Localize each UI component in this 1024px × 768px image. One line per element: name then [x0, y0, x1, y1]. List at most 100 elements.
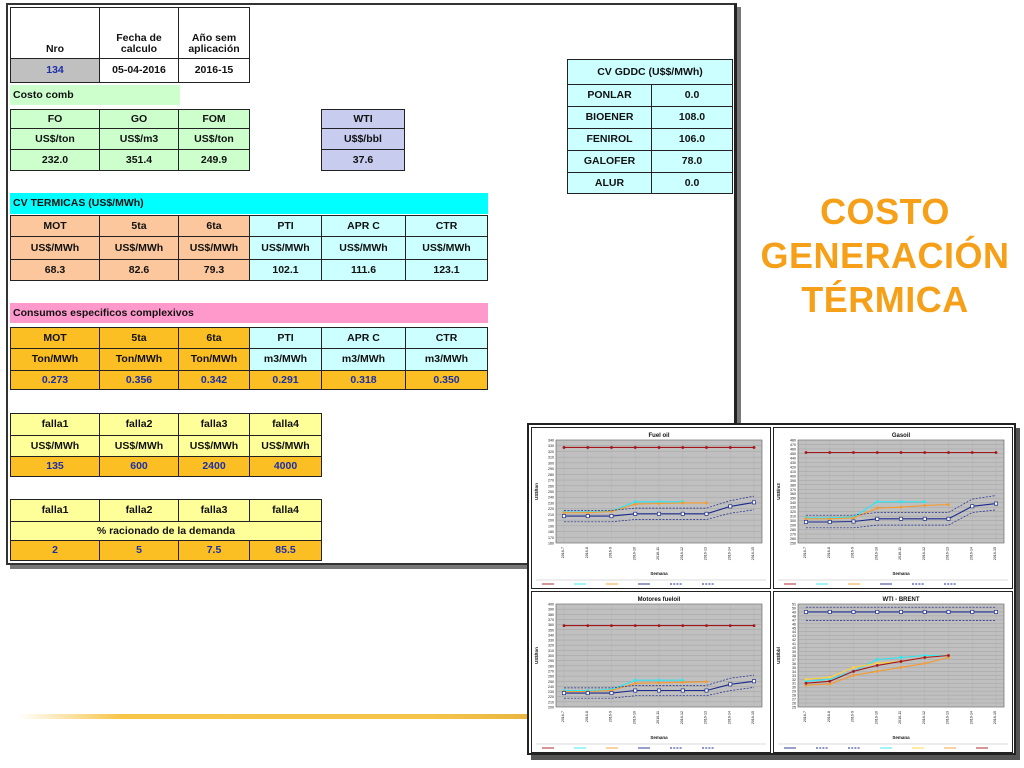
- series-point: [633, 688, 638, 693]
- cons-value-5ta[interactable]: 0.356: [99, 370, 179, 390]
- y-tick-label: 200: [548, 706, 554, 710]
- fom-unit: US$/ton: [178, 128, 250, 150]
- falla-value-4[interactable]: 4000: [249, 456, 322, 477]
- series-point: [705, 680, 708, 684]
- cvt-value-pti[interactable]: 102.1: [249, 259, 322, 281]
- series-point: [728, 446, 732, 449]
- series-point: [827, 520, 832, 524]
- series-point: [681, 446, 685, 449]
- series-point: [946, 609, 951, 614]
- x-tick-label: 2016-14: [727, 711, 731, 724]
- series-line-5: [564, 509, 755, 523]
- falla-rac-header-4: falla4: [249, 499, 322, 522]
- chart-title: WTI - BRENT: [883, 597, 920, 603]
- costo-comb-label: Costo comb: [10, 85, 180, 105]
- cv-gddc-value-1[interactable]: 108.0: [651, 106, 733, 129]
- series-point: [728, 504, 733, 509]
- falla-rac-value-2[interactable]: 5: [99, 540, 179, 561]
- cons-value-ctr[interactable]: 0.350: [405, 370, 488, 390]
- x-axis-label: Semana: [650, 735, 668, 740]
- falla-header-2: falla2: [99, 413, 179, 436]
- y-tick-label: 340: [548, 439, 554, 443]
- series-line-1: [806, 501, 925, 519]
- fo-value[interactable]: 232.0: [10, 149, 100, 171]
- y-tick-label: 400: [548, 603, 554, 607]
- cvt-unit-pti: US$/MWh: [249, 236, 322, 260]
- cv-gddc-value-3[interactable]: 78.0: [651, 150, 733, 173]
- wti-value[interactable]: 37.6: [321, 149, 405, 171]
- cv-gddc-value-4[interactable]: 0.0: [651, 172, 733, 194]
- x-tick-label: 2016-9: [851, 711, 855, 722]
- series-line-1: [564, 501, 683, 513]
- cv-gddc-name-0: PONLAR: [567, 84, 652, 107]
- series-point: [728, 624, 732, 628]
- falla-value-2[interactable]: 600: [99, 456, 179, 477]
- series-point: [947, 656, 950, 659]
- fom-value[interactable]: 249.9: [178, 149, 250, 171]
- y-tick-label: 50: [792, 606, 796, 610]
- falla-unit-2: US$/MWh: [99, 435, 179, 457]
- y-tick-label: 320: [790, 510, 796, 514]
- y-tick-label: 220: [548, 507, 554, 511]
- y-tick-label: 280: [790, 528, 796, 532]
- cvt-unit-5ta: US$/MWh: [99, 236, 179, 260]
- x-tick-label: 2016-13: [704, 547, 708, 560]
- y-tick-label: 270: [548, 479, 554, 483]
- chart-title: Gasoil: [892, 433, 911, 439]
- anio-value[interactable]: 2016-15: [178, 58, 250, 83]
- chart-motores-fueloil: Motores fueloil4003903803703603503403303…: [534, 597, 766, 749]
- cons-unit-6ta: Ton/MWh: [178, 348, 250, 371]
- series-point: [657, 688, 661, 693]
- y-tick-label: 310: [790, 515, 796, 519]
- x-tick-label: 2016-11: [656, 711, 660, 724]
- series-point: [852, 451, 855, 454]
- series-point: [828, 682, 832, 686]
- falla-value-1[interactable]: 135: [10, 456, 100, 477]
- go-value[interactable]: 351.4: [99, 149, 179, 171]
- y-tick-label: 41: [792, 642, 796, 646]
- series-point: [875, 451, 879, 454]
- cons-value-aprc[interactable]: 0.318: [321, 370, 406, 390]
- fecha-value[interactable]: 05-04-2016: [99, 58, 179, 83]
- falla-rac-value-4[interactable]: 85.5: [249, 540, 322, 561]
- series-point: [875, 669, 879, 673]
- falla-rac-value-1[interactable]: 2: [10, 540, 100, 561]
- cv-gddc-title: CV GDDC (U$$/MWh): [567, 59, 733, 85]
- nro-value[interactable]: 134: [10, 58, 100, 83]
- y-tick-label: 460: [790, 447, 796, 451]
- series-point: [586, 624, 590, 628]
- y-tick-label: 260: [548, 484, 554, 488]
- cvt-unit-mot: US$/MWh: [10, 236, 100, 260]
- chart-fuel-oil: Fuel oil34033032031030029028027026025024…: [534, 433, 766, 585]
- y-tick-label: 33: [792, 674, 796, 678]
- cons-unit-pti: m3/MWh: [249, 348, 322, 371]
- y-tick-label: 330: [790, 506, 796, 510]
- charts-panel: Fuel oil 340 330 320 310 300 290 280 270 260 250 24…: [527, 423, 1016, 755]
- cons-header-5ta: 5ta: [99, 327, 179, 349]
- series-point: [804, 679, 808, 683]
- cvt-value-5ta[interactable]: 82.6: [99, 259, 179, 281]
- cv-gddc-value-0[interactable]: 0.0: [651, 84, 733, 107]
- cvt-value-6ta[interactable]: 79.3: [178, 259, 250, 281]
- series-point: [946, 516, 951, 521]
- x-axis-label: Semana: [650, 571, 668, 576]
- series-point: [923, 662, 927, 665]
- falla-value-3[interactable]: 2400: [178, 456, 250, 477]
- series-point: [828, 679, 832, 683]
- cvt-value-mot[interactable]: 68.3: [10, 259, 100, 281]
- cons-value-pti[interactable]: 0.291: [249, 370, 322, 390]
- series-point: [633, 511, 638, 516]
- cons-value-mot[interactable]: 0.273: [10, 370, 100, 390]
- cons-value-6ta[interactable]: 0.342: [178, 370, 250, 390]
- y-tick-label: 440: [790, 456, 796, 460]
- y-tick-label: 190: [548, 524, 554, 528]
- y-tick-label: 43: [792, 634, 796, 638]
- y-tick-label: 370: [548, 618, 554, 622]
- y-tick-label: 42: [792, 638, 796, 642]
- x-tick-label: 2016-14: [969, 711, 973, 724]
- cv-gddc-value-2[interactable]: 106.0: [651, 128, 733, 151]
- falla-rac-value-3[interactable]: 7.5: [178, 540, 250, 561]
- slide-title: COSTO GENERACIÓN TÉRMICA: [735, 190, 1024, 322]
- cvt-value-ctr[interactable]: 123.1: [405, 259, 488, 281]
- cvt-value-aprc[interactable]: 111.6: [321, 259, 406, 281]
